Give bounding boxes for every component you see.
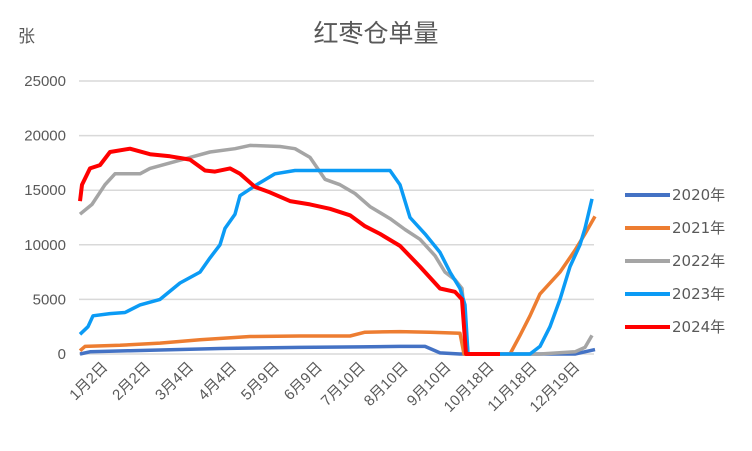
- series-line-2023年: [78, 168, 594, 356]
- x-tick-label: 3月4日: [152, 359, 197, 404]
- legend-item: 2021年: [625, 211, 725, 244]
- x-tick-label: 5月9日: [238, 359, 283, 404]
- y-tick-label: 10000: [24, 237, 66, 254]
- x-tick-label: 8月10日: [361, 359, 412, 410]
- x-tick-label: 2月2日: [109, 359, 154, 404]
- legend-label: 2022年: [672, 252, 726, 270]
- series-line-2021年: [78, 215, 597, 356]
- series-lines: [78, 143, 597, 356]
- y-tick-label: 25000: [24, 73, 66, 90]
- legend: 2020年 2021年 2022年 2023年 2024年: [625, 178, 725, 343]
- legend-item: 2020年: [625, 178, 725, 211]
- x-tick-label: 1月2日: [66, 359, 111, 404]
- legend-item: 2022年: [625, 244, 725, 277]
- y-tick-label: 0: [58, 346, 66, 363]
- legend-label: 2021年: [672, 219, 726, 237]
- legend-swatch: [625, 192, 670, 197]
- legend-swatch: [625, 291, 670, 296]
- gridlines: [79, 80, 594, 355]
- series-line-2024年: [78, 146, 500, 356]
- legend-item: 2024年: [625, 310, 725, 343]
- legend-label: 2020年: [672, 186, 726, 204]
- y-tick-label: 5000: [33, 291, 66, 308]
- legend-swatch: [625, 258, 670, 263]
- x-axis-ticks: 1月2日2月2日3月4日4月4日5月9日6月9日7月10日8月10日9月10日1…: [66, 359, 583, 416]
- x-tick-label: 4月4日: [195, 359, 240, 404]
- chart-title: 红枣仓单量: [313, 19, 439, 48]
- y-tick-label: 20000: [24, 128, 66, 145]
- legend-label: 2023年: [672, 285, 726, 303]
- legend-item: 2023年: [625, 277, 725, 310]
- legend-swatch: [625, 324, 670, 329]
- y-axis-ticks: 0 5000 10000 15000 20000 25000: [24, 73, 66, 363]
- legend-label: 2024年: [672, 318, 726, 336]
- x-tick-label: 7月10日: [318, 359, 369, 410]
- y-tick-label: 15000: [24, 182, 66, 199]
- series-line-2022年: [78, 143, 594, 356]
- legend-swatch: [625, 225, 670, 230]
- y-axis-unit-label: 张: [18, 27, 35, 47]
